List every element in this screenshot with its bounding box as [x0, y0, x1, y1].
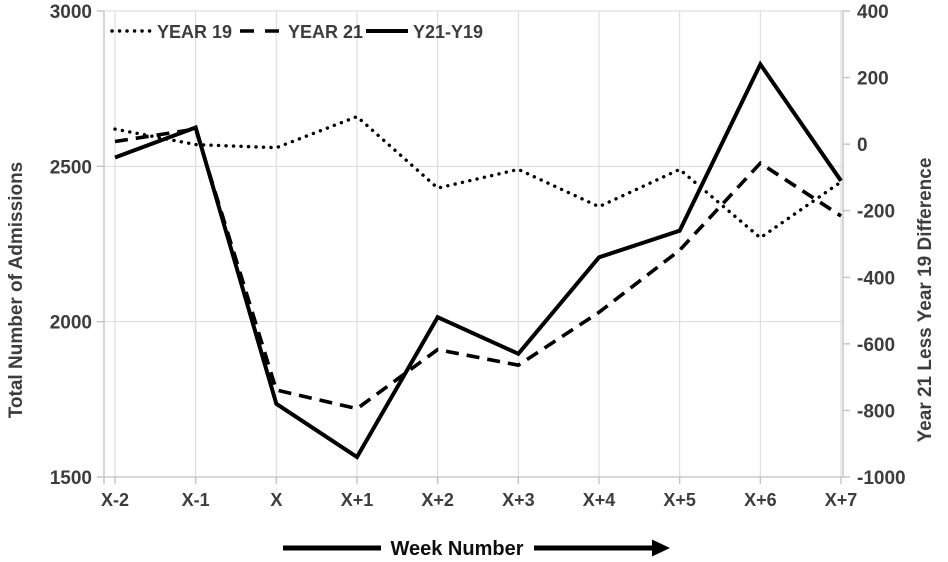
legend-label: YEAR 19 — [157, 22, 232, 42]
right-axis-tick-label: 200 — [857, 69, 889, 90]
right-axis-tick-label: -600 — [857, 335, 895, 356]
right-axis-tick-label: -200 — [857, 202, 895, 223]
series-line-y21-y19 — [114, 60, 843, 460]
x-axis-title: Week Number — [390, 538, 523, 560]
x-axis-tick-label: X+7 — [825, 490, 858, 510]
x-axis-tick-label: X — [270, 490, 282, 510]
right-axis-tick-label: 400 — [857, 2, 889, 23]
right-axis-tick-label: -1000 — [857, 468, 906, 489]
x-axis-tick-label: X-2 — [101, 490, 129, 510]
right-axis-tick-label: -400 — [857, 268, 895, 289]
left-axis-tick-label: 2000 — [50, 313, 92, 334]
left-axis-tick-label: 2500 — [50, 157, 92, 178]
x-axis-tick-label: X-1 — [182, 490, 210, 510]
right-axis-tick-label: 0 — [857, 135, 868, 156]
legend-label: Y21-Y19 — [413, 22, 483, 42]
x-axis-tick-label: X+3 — [502, 490, 535, 510]
left-axis-tick-label: 1500 — [50, 468, 92, 489]
x-axis-tick-label: X+2 — [421, 490, 454, 510]
right-axis-tick-label: -800 — [857, 401, 895, 422]
x-axis-tick-label: X+4 — [583, 490, 616, 510]
left-axis-title: Total Number of Admissions — [6, 162, 27, 419]
series-line-year-21 — [114, 127, 842, 411]
x-axis-tick-label: X+6 — [744, 490, 777, 510]
week-arrow-right-icon — [652, 539, 670, 557]
x-axis-tick-label: X+5 — [663, 490, 696, 510]
left-axis-tick-label: 3000 — [50, 2, 92, 23]
right-axis-title: Year 21 Less Year 19 Difference — [915, 158, 936, 443]
x-axis-tick-label: X+1 — [341, 490, 374, 510]
legend-label: YEAR 21 — [288, 22, 363, 42]
series-line-year-19 — [113, 114, 843, 240]
